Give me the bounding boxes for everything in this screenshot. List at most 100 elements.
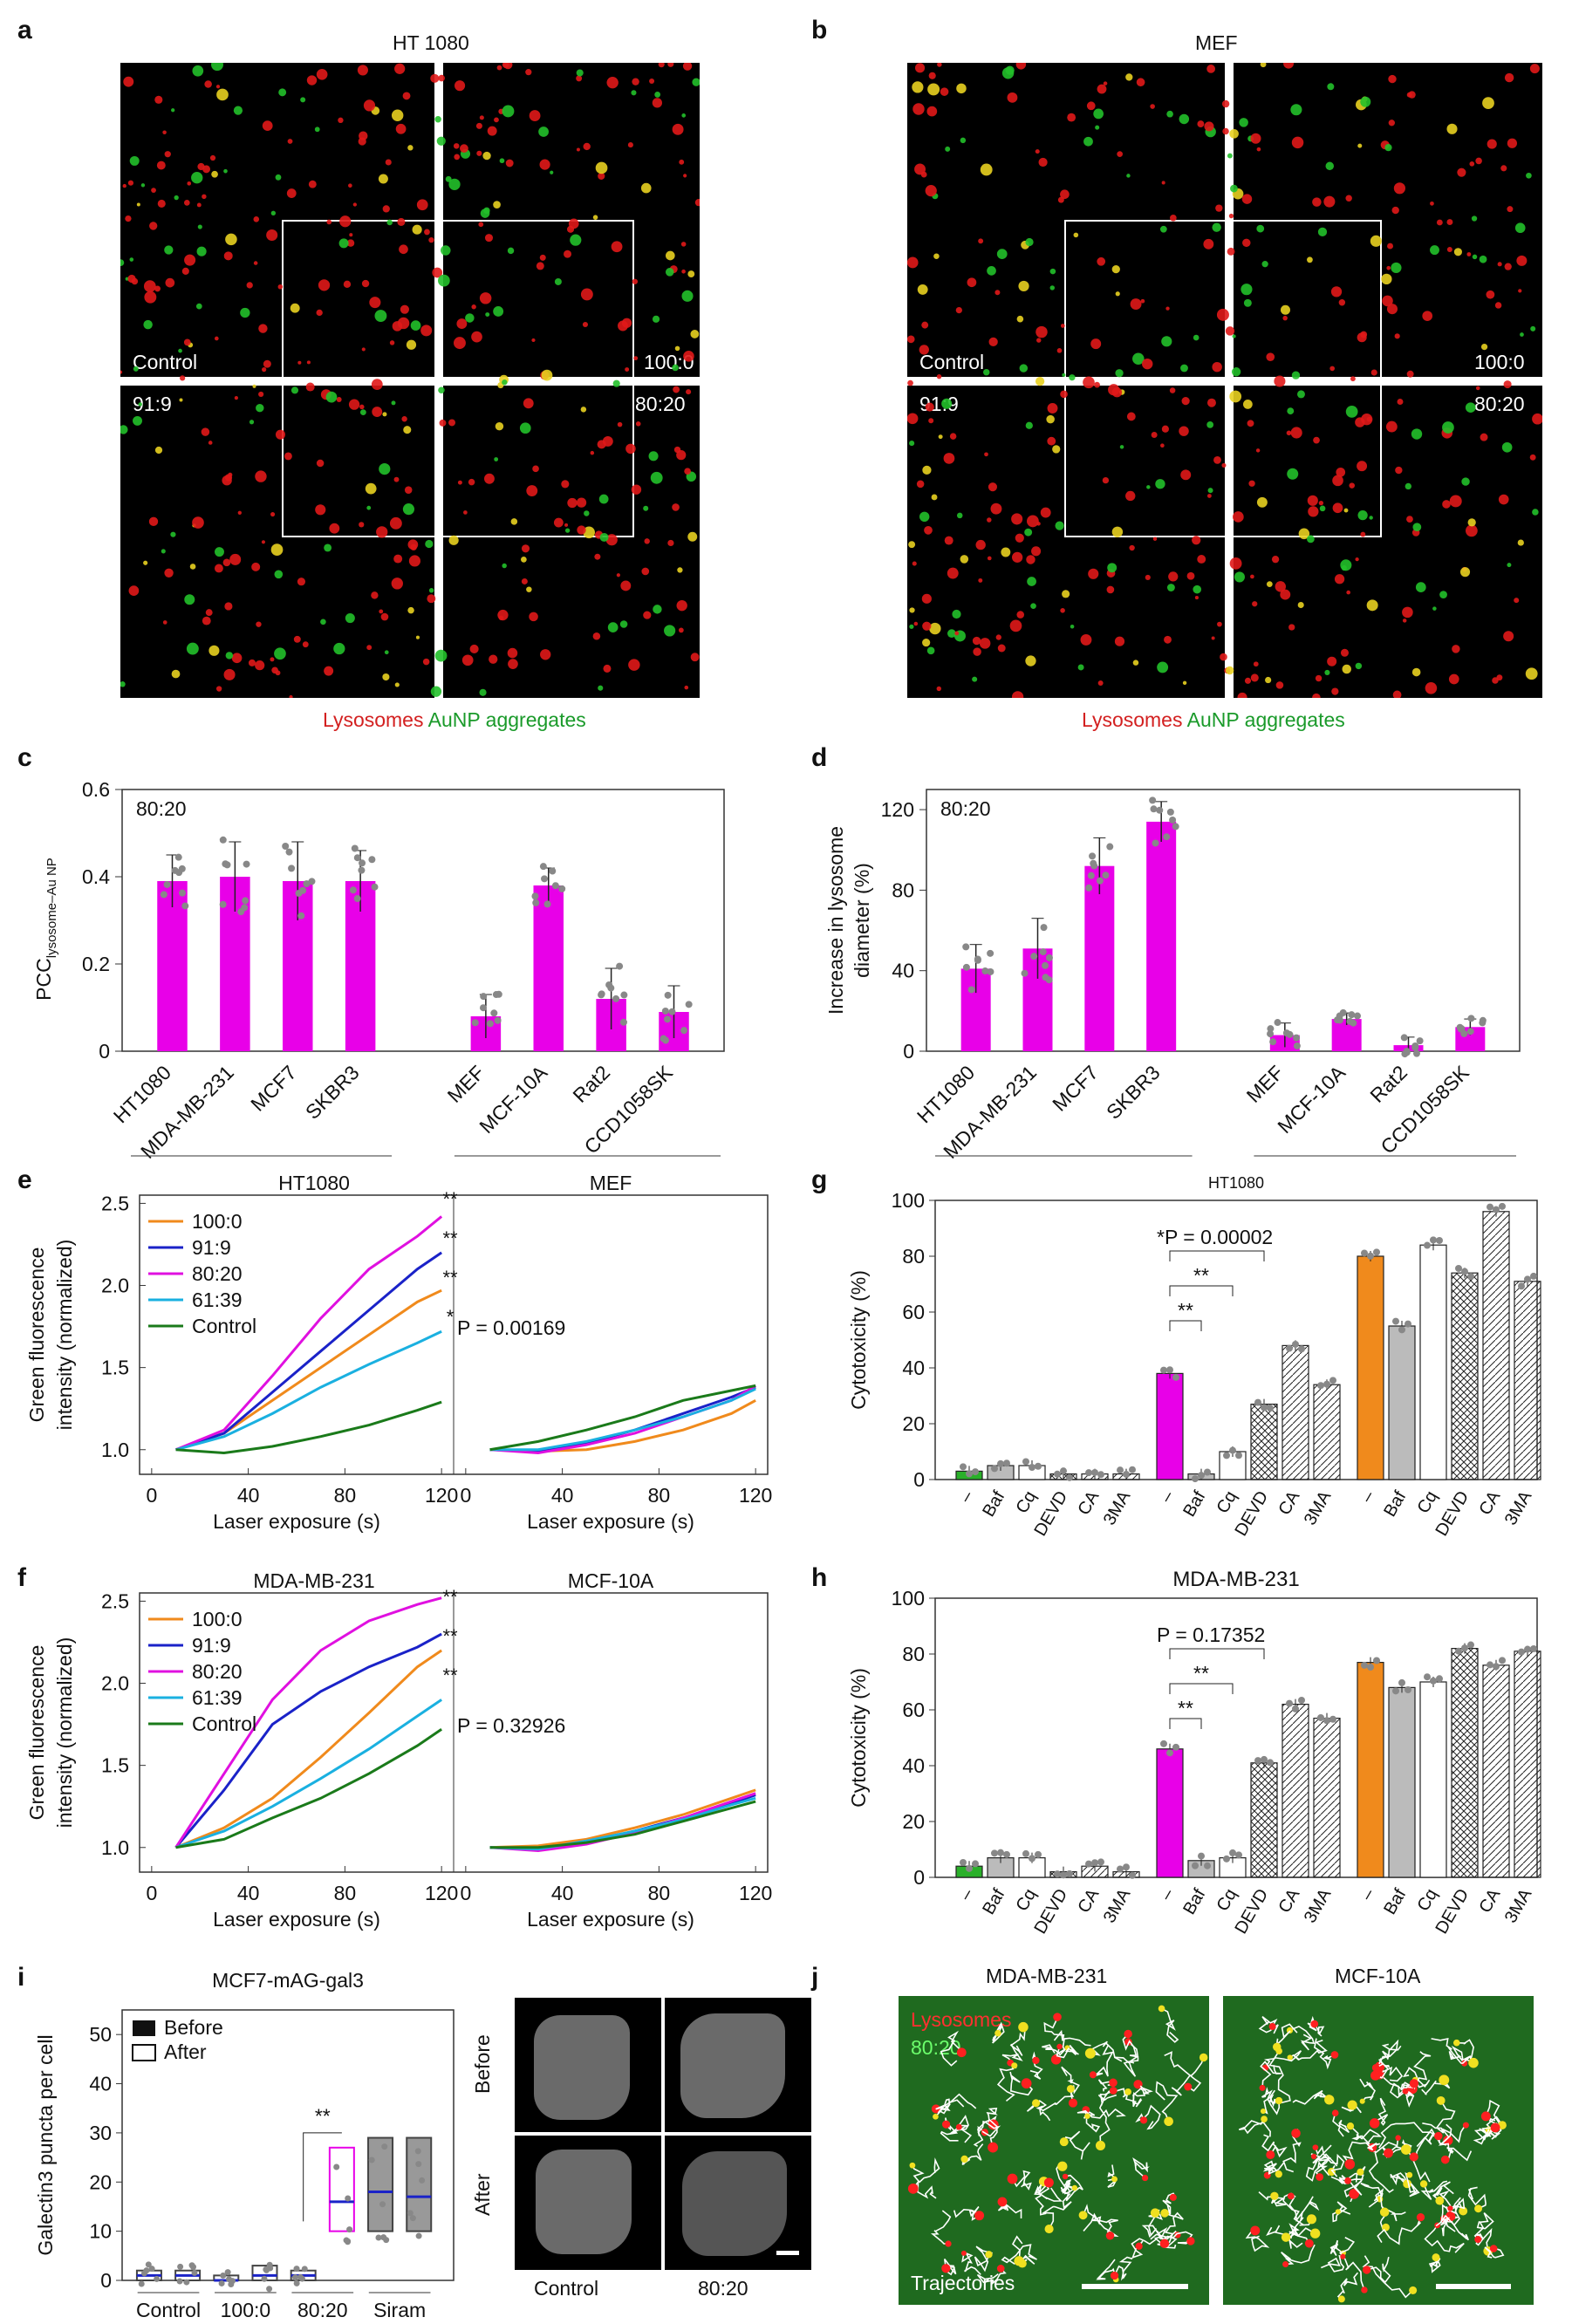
fluorescent-dot [1252,601,1258,607]
lysosome-dot [1402,2088,1409,2095]
fluorescent-dot [184,594,195,605]
category-label: MCF7 [1048,1061,1103,1116]
x-tick-label: Cq [1413,1886,1441,1915]
fluorescent-dot [631,484,642,495]
trajectory [1131,2238,1157,2259]
fluorescent-dot [632,78,639,85]
fluorescent-dot [599,532,609,542]
fluorescent-dot [229,553,242,565]
data-point [1329,1715,1336,1723]
fluorescent-dot [1386,265,1391,270]
data-point [1530,1272,1537,1280]
chart-title: MCF-10A [568,1569,654,1592]
data-point [407,2210,414,2217]
fluorescent-dot [164,245,174,255]
fluorescent-dot [683,174,687,178]
fluorescent-dot [1070,624,1075,629]
fluorescent-dot [357,65,368,76]
fluorescent-dot [592,632,601,640]
legend-label: 61:39 [192,1686,243,1709]
y-tick-label: 2.5 [101,1589,129,1612]
trajectory [1420,2180,1448,2200]
fluorescent-dot [928,418,934,424]
panel-label-j: j [811,1963,819,1992]
data-point [531,892,539,900]
data-point [285,848,293,856]
fluorescent-dot [215,686,222,692]
x-tick-label: CA [1275,1487,1303,1519]
fluorescent-dot [1165,306,1170,311]
fluorescent-dot [202,616,211,625]
fluorescent-dot [1432,606,1437,611]
data-point [1499,1202,1506,1210]
fluorescent-dot [1384,144,1392,152]
trajectory [1076,2108,1126,2119]
fluorescent-dot [1332,475,1343,487]
fluorescent-dot [1169,387,1176,393]
data-point [1223,1452,1230,1459]
data-point [267,2265,274,2272]
data-point [1346,1017,1354,1025]
fluorescent-dot [566,225,575,233]
trajectory [940,2030,962,2067]
category-label: Rat2 [1365,1061,1411,1107]
lysosome-dot [1330,2051,1339,2059]
data-point [1430,1677,1437,1685]
data-point [1172,1743,1179,1751]
fluorescent-dot [994,290,1001,296]
fluorescent-dot [1357,143,1363,148]
fluorescent-dot [1164,635,1172,644]
lysosome-dot [1062,2173,1069,2180]
data-point [1060,1467,1067,1475]
x-tick-label: 120 [425,1882,458,1904]
data-point [1524,1275,1531,1283]
fluorescent-dot [605,534,618,546]
fluorescent-dot [445,175,452,182]
x-tick-label: Cq [1012,1886,1040,1915]
fluorescent-dot [960,555,969,564]
fluorescent-dot [686,389,692,395]
fluorescent-dot [162,130,167,135]
lysosome-dot [1310,2153,1317,2160]
fluorescent-dot [1459,567,1471,578]
fluorescent-dot [1355,557,1359,562]
trajectory [1288,2195,1320,2222]
y-tick-label: 0 [913,1866,925,1889]
fluorescent-dot [1036,338,1042,343]
data-point [1392,1687,1399,1695]
data-point [1042,961,1049,969]
data-point [1298,1345,1305,1353]
data-point [972,1860,979,1868]
trajectory [1342,2141,1377,2165]
data-point [222,860,229,868]
trajectory [934,2093,977,2117]
fluorescent-dot [978,238,984,244]
fluorescent-dot [208,645,220,656]
bracket [1169,1683,1234,1694]
fluorescent-dot [214,564,223,573]
y-axis-label: intensity (normalized) [53,1637,76,1828]
fluorescent-dot [415,635,420,639]
lysosome-dot [1400,2144,1411,2155]
fluorescent-dot [214,547,224,557]
data-point [371,883,379,891]
fluorescent-dot [984,452,988,457]
data-point [1412,1049,1420,1057]
fluorescent-dot [539,159,550,170]
fluorescent-dot [216,88,229,101]
fluorescent-dot [346,239,355,247]
fluorescent-dot [606,77,619,89]
fluorescent-dot [1215,204,1223,212]
trajectory [1321,2254,1345,2273]
fluorescent-dot [352,202,358,207]
p-value: P = 0.17352 [1157,1623,1265,1646]
lysosome-dot [1335,2209,1341,2215]
lysosome-dot [1331,2109,1339,2117]
data-point [293,2266,300,2273]
fluorescent-dot [284,452,292,461]
fluorescent-dot [945,146,951,152]
fluorescent-dot [192,516,204,529]
data-point [991,1465,998,1473]
